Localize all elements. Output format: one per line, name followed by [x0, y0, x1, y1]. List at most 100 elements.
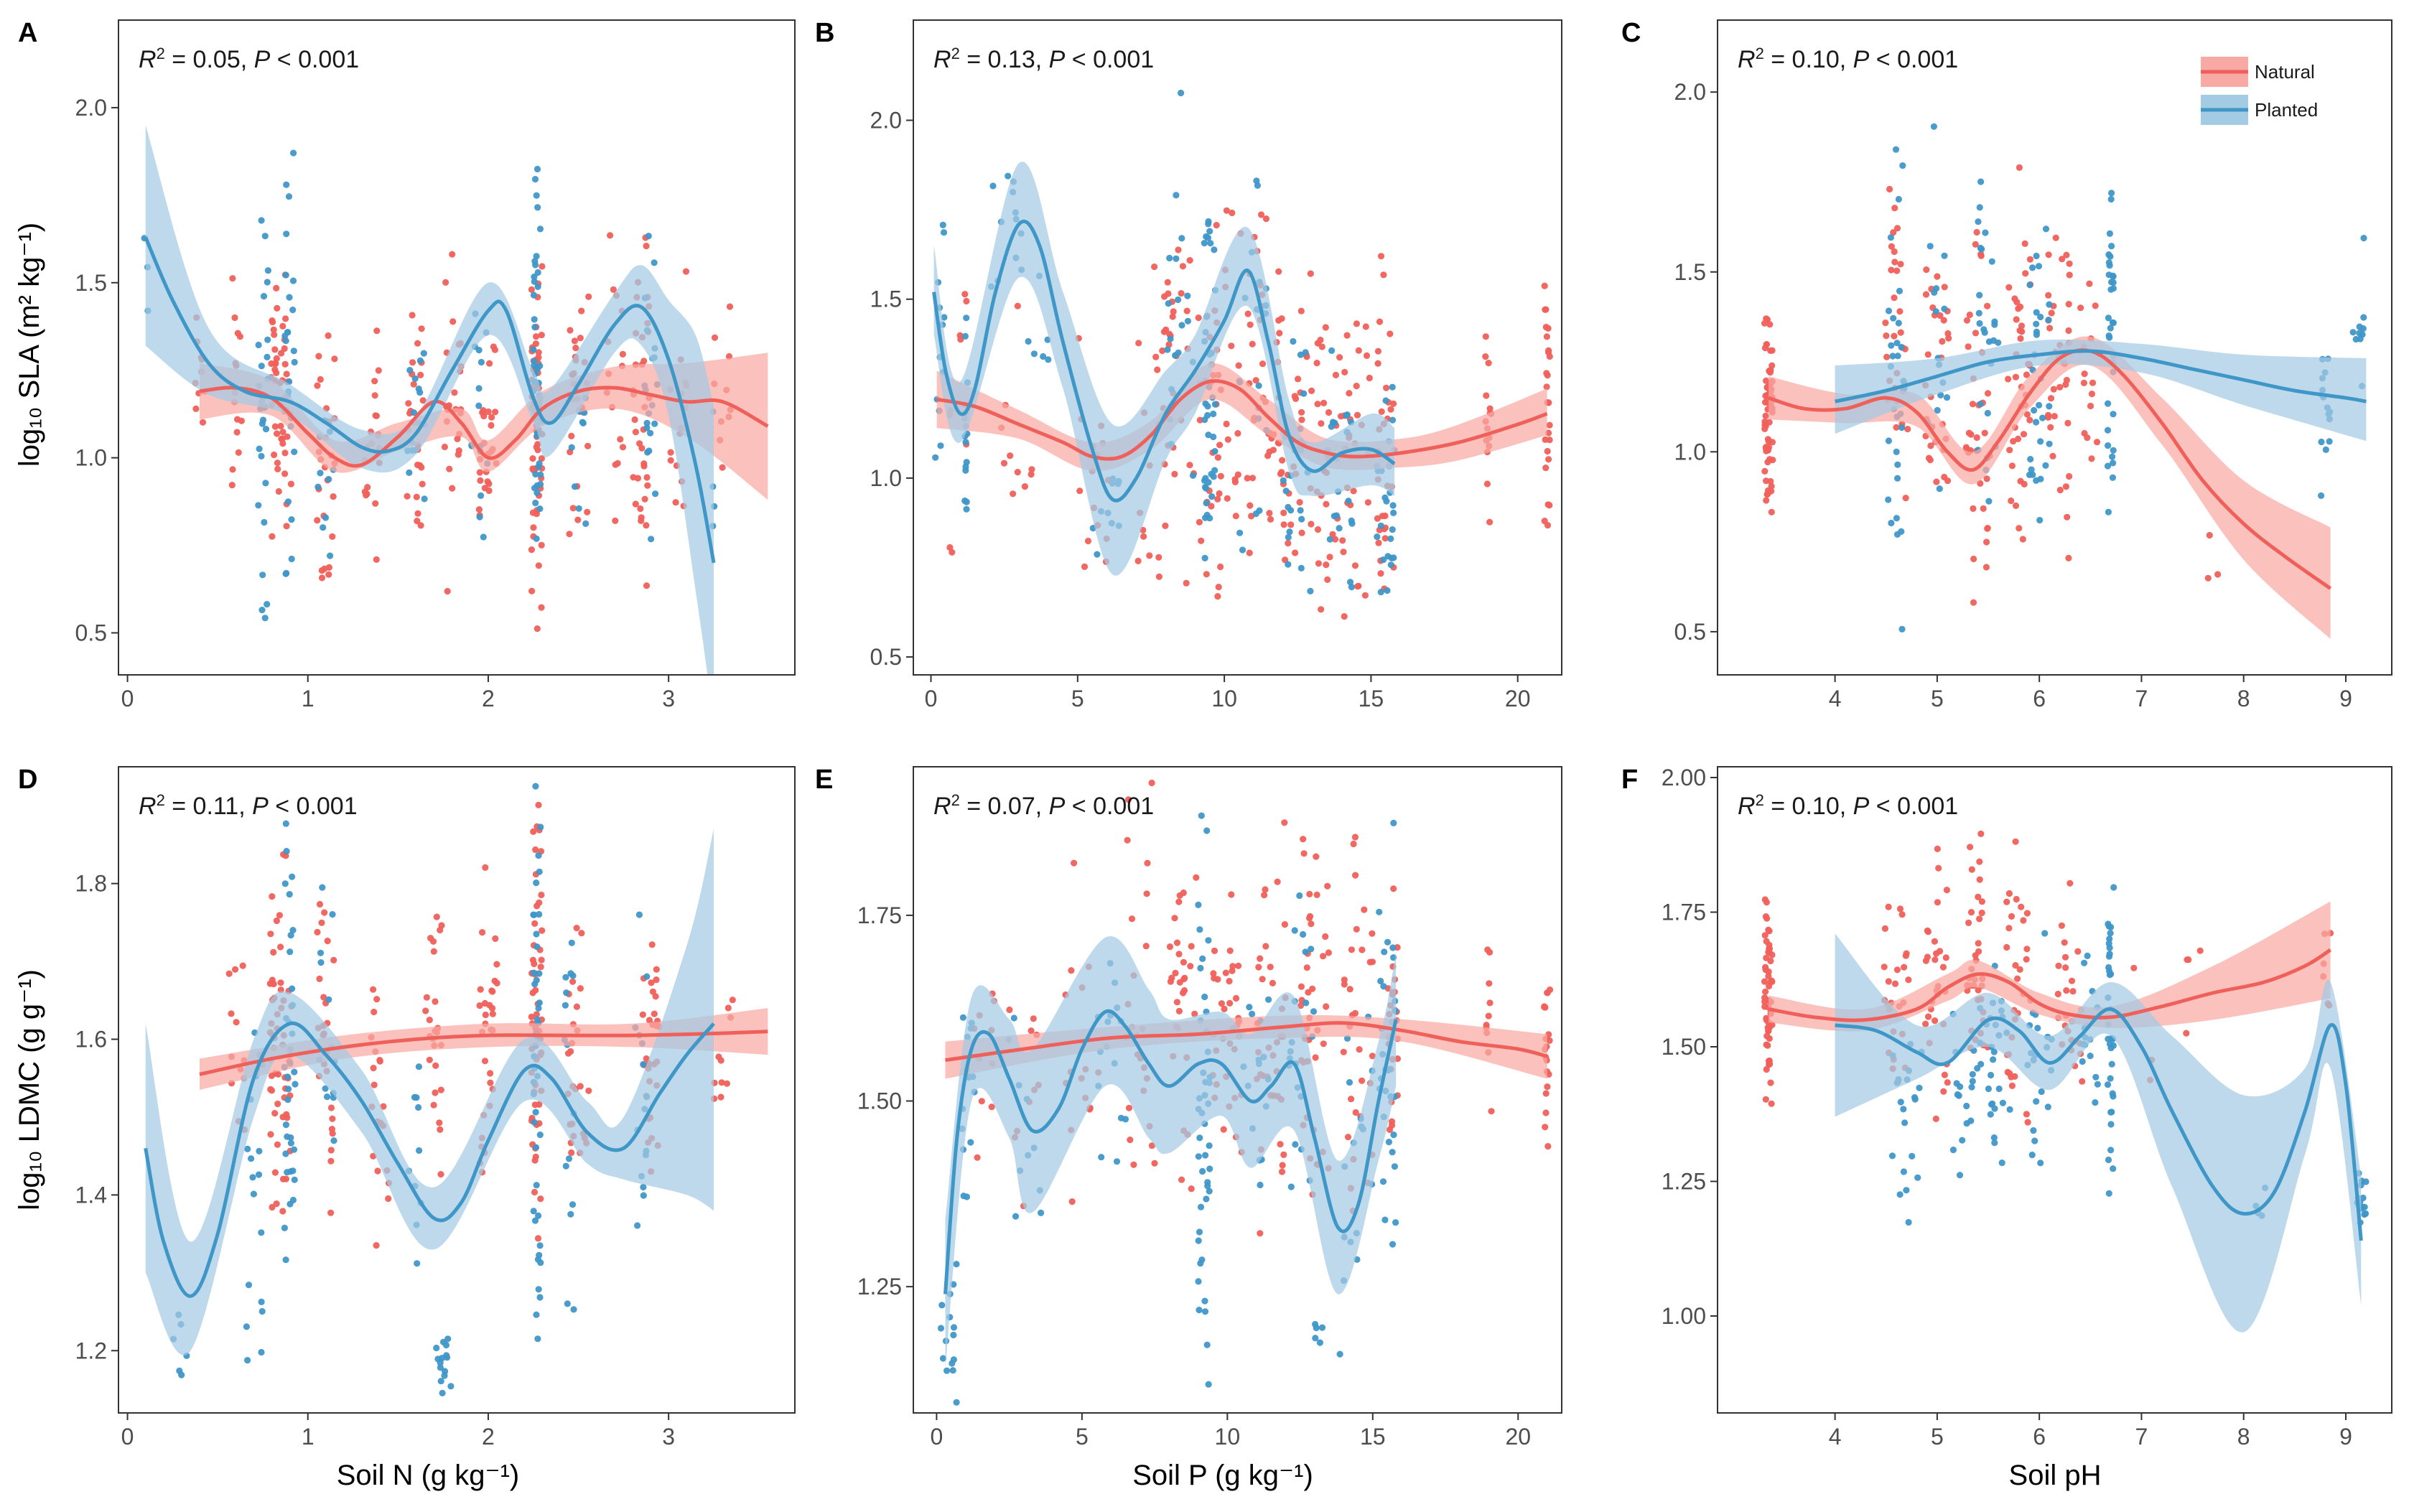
point-natural-c5-11: [491, 977, 498, 984]
point-natural-c5-20: [2064, 513, 2071, 521]
point-planted-c2-14: [289, 307, 297, 314]
point-natural-c11-28: [637, 505, 644, 513]
point-planted-c3-0: [322, 514, 330, 521]
point-natural-c11-15: [1542, 1090, 1550, 1097]
point-planted-c2-0: [1976, 319, 1983, 327]
point-natural-c8-2: [1341, 981, 1348, 988]
point-planted-c3-15: [2044, 1103, 2051, 1111]
point-planted-c0-12: [950, 1331, 957, 1339]
point-natural-c4-21: [1171, 915, 1178, 922]
point-natural-c4-17: [1165, 341, 1173, 348]
panel-letter: B: [815, 18, 834, 48]
stat-annotation: R2 = 0.05, P < 0.001: [139, 45, 359, 74]
point-natural-c9-24: [1323, 500, 1330, 508]
point-planted-c4-29: [2110, 273, 2117, 280]
point-planted-c2-6: [989, 182, 997, 190]
point-planted-c2-26: [289, 985, 296, 992]
y-tick-label: 1.8: [75, 871, 107, 897]
point-planted-c8-9: [1297, 351, 1304, 358]
point-natural-c1-6: [1885, 903, 1892, 910]
point-natural-c0-9: [988, 1103, 995, 1111]
point-planted-c5-0: [2318, 492, 2325, 500]
point-planted-c4-0: [1195, 1153, 1202, 1160]
point-planted-c3-20: [2036, 401, 2043, 409]
point-natural-c2-11: [274, 465, 281, 473]
point-natural-c4-14: [1180, 989, 1187, 997]
point-planted-c5-13: [1257, 1181, 1264, 1189]
point-natural-c2-9: [1941, 284, 1948, 291]
point-natural-c4-14: [2016, 966, 2023, 973]
point-planted-c4-13: [406, 469, 413, 477]
point-natural-c10-14: [1350, 487, 1357, 495]
point-natural-c7-13: [1308, 920, 1315, 928]
point-planted-c3-2: [1040, 353, 1047, 360]
point-natural-c2-49: [284, 433, 291, 440]
point-natural-c0-3: [233, 1019, 240, 1026]
point-planted-c0-15: [1885, 307, 1893, 314]
point-planted-c10-20: [1389, 526, 1396, 533]
point-natural-c1-10: [1882, 319, 1889, 327]
x-title-col2: Soil P (g kg⁻¹): [1132, 1460, 1313, 1491]
point-natural-c10-15: [1361, 592, 1369, 599]
stat-annotation: R2 = 0.11, P < 0.001: [139, 791, 358, 821]
point-natural-c4-28: [2008, 462, 2016, 470]
point-natural-c5-17: [1198, 537, 1205, 544]
point-natural-c13-23: [1544, 447, 1551, 455]
point-natural-c3-17: [1125, 1104, 1133, 1111]
point-natural-c0-59: [1768, 487, 1775, 495]
point-planted-c3-5: [2026, 281, 2033, 289]
x-tick-label: 7: [2135, 686, 2148, 711]
point-natural-c4-7: [1175, 246, 1182, 253]
point-planted-c4-19: [1201, 1308, 1209, 1315]
point-natural-c11-6: [1381, 535, 1389, 542]
point-planted-c6-9: [1296, 892, 1303, 900]
point-natural-c2-13: [278, 350, 285, 357]
point-planted-c6-36: [531, 358, 538, 365]
x-tick-label: 7: [2135, 1424, 2148, 1450]
point-planted-c6-38: [1204, 411, 1211, 419]
point-planted-c1-10: [1977, 1060, 1985, 1068]
point-natural-c5-10: [1217, 472, 1224, 480]
x-tick-label: 2: [482, 686, 495, 711]
point-natural-c4-23: [2003, 898, 2010, 905]
x-tick-label: 4: [1829, 686, 1842, 711]
point-natural-c4-4: [432, 1089, 439, 1096]
point-planted-c4-27: [2107, 325, 2114, 332]
point-natural-c0-8: [192, 405, 200, 413]
point-planted-c7-3: [569, 1201, 577, 1208]
point-planted-c1-0: [264, 353, 271, 360]
point-natural-c9-18: [574, 516, 582, 523]
point-natural-c8-13: [1308, 521, 1315, 528]
point-planted-c1-15: [261, 615, 269, 622]
point-natural-c4-2: [375, 367, 382, 374]
point-planted-c6-2: [534, 204, 541, 211]
point-natural-c6-0: [1280, 1151, 1287, 1158]
point-natural-c10-23: [1362, 323, 1369, 330]
point-planted-c4-6: [421, 495, 428, 503]
point-natural-c12-9: [672, 499, 679, 506]
point-planted-c2-10: [1995, 339, 2002, 346]
point-planted-c6-31: [533, 192, 540, 199]
point-natural-c5-18: [488, 987, 495, 994]
point-planted-c5-6: [475, 385, 483, 392]
point-natural-c2-43: [268, 360, 275, 368]
point-planted-c10-5: [1383, 498, 1390, 505]
panel-e: 0 5 10 15 20 1.25 1.50 1.75 E R2 = 0.07, P < 0.00…: [815, 765, 1562, 1450]
point-planted-c4-36: [1205, 1381, 1212, 1388]
point-natural-c9-6: [584, 442, 592, 449]
point-planted-c1-4: [1932, 308, 1939, 315]
point-planted-c1-19: [243, 1323, 250, 1330]
point-natural-c6-24: [454, 435, 461, 443]
point-planted-c4-21: [2106, 334, 2113, 341]
point-natural-c8-6: [1352, 1109, 1359, 1116]
point-natural-c9-9: [723, 1080, 731, 1087]
point-planted-c6-16: [532, 261, 539, 269]
point-natural-c6-41: [529, 956, 537, 963]
point-planted-c0-10: [953, 1261, 960, 1268]
point-planted-c10-3: [1382, 397, 1389, 404]
stat-r-superscript: 2: [951, 45, 960, 62]
point-natural-c11-31: [640, 460, 648, 467]
point-natural-c0-1: [1761, 932, 1769, 939]
point-planted-c6-6: [533, 165, 541, 173]
point-planted-c4-5: [420, 350, 427, 357]
